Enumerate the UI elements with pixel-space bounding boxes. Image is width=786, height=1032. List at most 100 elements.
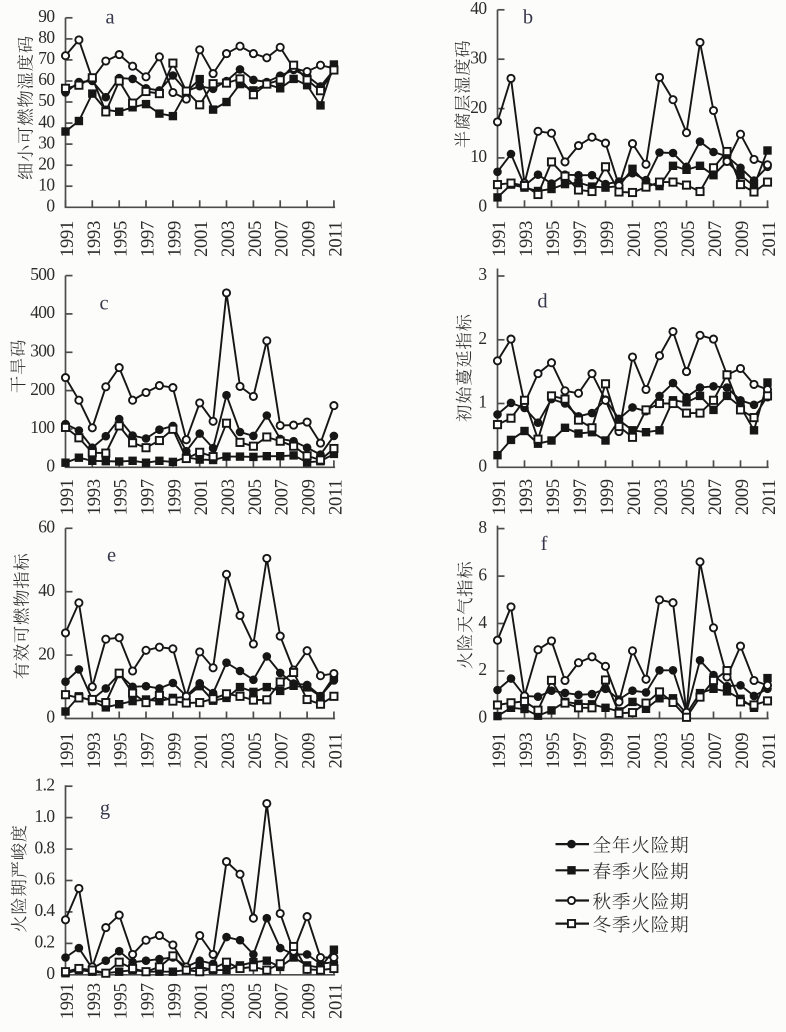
svg-text:2003: 2003 <box>651 479 672 515</box>
svg-text:2009: 2009 <box>299 221 320 257</box>
svg-text:2009: 2009 <box>732 733 753 769</box>
svg-text:2005: 2005 <box>245 733 266 769</box>
svg-text:d: d <box>537 291 547 313</box>
svg-text:2009: 2009 <box>299 479 320 515</box>
svg-text:1991: 1991 <box>489 733 510 769</box>
svg-text:70: 70 <box>38 48 55 68</box>
svg-text:10: 10 <box>470 146 487 166</box>
svg-text:0: 0 <box>478 456 487 476</box>
svg-text:1995: 1995 <box>111 479 132 515</box>
svg-text:500: 500 <box>30 264 55 284</box>
svg-text:1999: 1999 <box>164 733 185 769</box>
svg-text:1997: 1997 <box>570 733 591 769</box>
svg-text:2005: 2005 <box>245 983 266 1019</box>
svg-text:2003: 2003 <box>218 221 239 257</box>
svg-text:0: 0 <box>46 963 55 983</box>
svg-text:2001: 2001 <box>191 479 212 515</box>
svg-text:0.8: 0.8 <box>35 837 56 857</box>
svg-text:1997: 1997 <box>138 733 159 769</box>
svg-text:1999: 1999 <box>597 221 618 257</box>
svg-text:1999: 1999 <box>597 479 618 515</box>
svg-text:0.4: 0.4 <box>35 900 56 920</box>
svg-text:300: 300 <box>30 341 55 361</box>
svg-text:100: 100 <box>30 417 55 437</box>
svg-text:2009: 2009 <box>299 733 320 769</box>
svg-text:2007: 2007 <box>272 479 293 515</box>
svg-text:2003: 2003 <box>218 733 239 769</box>
svg-text:1.2: 1.2 <box>35 774 55 794</box>
svg-text:2005: 2005 <box>678 479 699 515</box>
svg-text:2007: 2007 <box>705 733 726 769</box>
svg-text:1999: 1999 <box>164 221 185 257</box>
svg-text:2011: 2011 <box>325 984 346 1019</box>
svg-text:1995: 1995 <box>111 983 132 1019</box>
svg-text:2001: 2001 <box>191 733 212 769</box>
svg-text:2001: 2001 <box>624 479 645 515</box>
svg-text:4: 4 <box>478 612 487 632</box>
svg-text:2009: 2009 <box>732 221 753 257</box>
svg-text:0: 0 <box>478 196 487 216</box>
svg-text:3: 3 <box>478 264 487 284</box>
svg-text:2011: 2011 <box>759 733 780 768</box>
svg-text:60: 60 <box>38 69 55 89</box>
svg-text:20: 20 <box>470 97 487 117</box>
svg-text:1993: 1993 <box>516 221 537 257</box>
svg-text:50: 50 <box>38 90 55 110</box>
svg-text:40: 40 <box>38 111 55 131</box>
svg-text:1993: 1993 <box>516 733 537 769</box>
svg-text:1: 1 <box>478 392 486 412</box>
svg-text:1991: 1991 <box>57 479 78 515</box>
svg-text:1995: 1995 <box>543 221 564 257</box>
svg-text:1995: 1995 <box>111 221 132 257</box>
svg-text:2009: 2009 <box>299 983 320 1019</box>
svg-text:2001: 2001 <box>624 733 645 769</box>
svg-text:2003: 2003 <box>218 983 239 1019</box>
svg-text:e: e <box>107 545 116 567</box>
svg-text:40: 40 <box>470 0 487 18</box>
svg-text:2005: 2005 <box>678 221 699 257</box>
svg-text:1991: 1991 <box>57 733 78 769</box>
svg-text:8: 8 <box>478 517 487 537</box>
svg-text:2007: 2007 <box>272 733 293 769</box>
svg-text:1997: 1997 <box>570 479 591 515</box>
svg-text:f: f <box>541 533 548 555</box>
svg-text:2011: 2011 <box>759 480 780 515</box>
svg-text:2011: 2011 <box>325 733 346 768</box>
svg-text:1993: 1993 <box>84 983 105 1019</box>
svg-text:2011: 2011 <box>759 221 780 256</box>
svg-text:2001: 2001 <box>624 221 645 257</box>
svg-text:1993: 1993 <box>84 221 105 257</box>
svg-text:1991: 1991 <box>489 221 510 257</box>
svg-text:0: 0 <box>478 707 487 727</box>
svg-text:1993: 1993 <box>84 479 105 515</box>
svg-text:90: 90 <box>38 6 55 26</box>
svg-text:2005: 2005 <box>245 479 266 515</box>
svg-text:20: 20 <box>38 153 55 173</box>
svg-text:0: 0 <box>46 456 55 476</box>
svg-text:1993: 1993 <box>516 479 537 515</box>
svg-text:b: b <box>523 7 533 29</box>
svg-text:1997: 1997 <box>138 221 159 257</box>
svg-text:20: 20 <box>38 643 55 663</box>
svg-text:40: 40 <box>38 580 55 600</box>
svg-text:0.6: 0.6 <box>35 869 56 889</box>
svg-text:1993: 1993 <box>84 733 105 769</box>
svg-text:2005: 2005 <box>678 733 699 769</box>
svg-text:2: 2 <box>478 659 486 679</box>
svg-text:2: 2 <box>478 328 486 348</box>
svg-text:6: 6 <box>478 564 487 584</box>
svg-text:1995: 1995 <box>543 733 564 769</box>
svg-text:1991: 1991 <box>57 221 78 257</box>
svg-text:2003: 2003 <box>651 733 672 769</box>
svg-text:0.2: 0.2 <box>35 932 55 952</box>
svg-text:2005: 2005 <box>245 221 266 257</box>
svg-text:2007: 2007 <box>272 983 293 1019</box>
svg-text:1999: 1999 <box>164 983 185 1019</box>
svg-text:1997: 1997 <box>570 221 591 257</box>
svg-text:200: 200 <box>30 379 55 399</box>
svg-text:1991: 1991 <box>489 479 510 515</box>
svg-text:g: g <box>100 798 110 820</box>
svg-text:2007: 2007 <box>705 221 726 257</box>
svg-text:1999: 1999 <box>597 733 618 769</box>
svg-text:80: 80 <box>38 27 55 47</box>
